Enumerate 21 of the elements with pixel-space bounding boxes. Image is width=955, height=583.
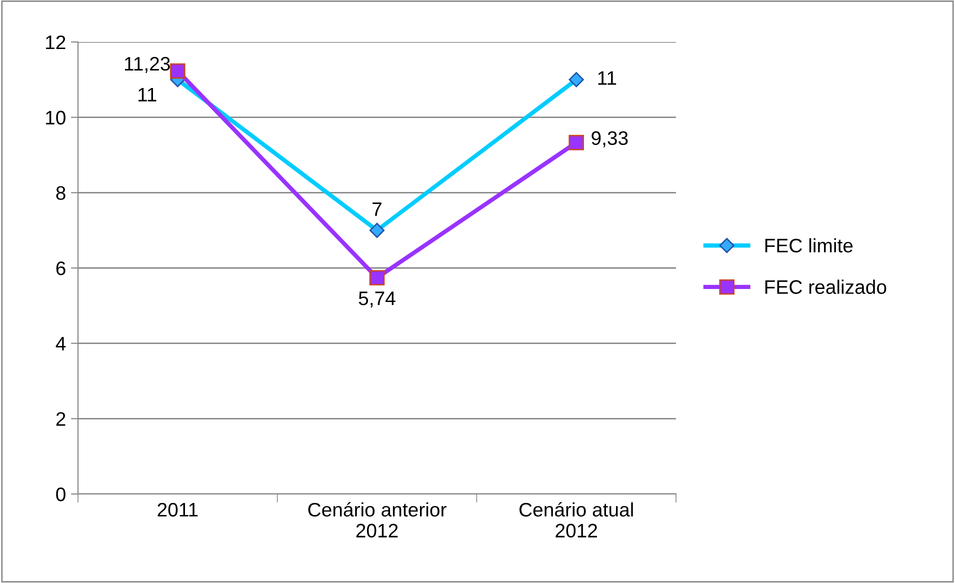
y-tick-label: 4: [56, 337, 66, 350]
y-tick-label: 10: [46, 110, 66, 125]
point: [568, 134, 584, 150]
point: [369, 270, 385, 286]
y-tick-label: 0: [56, 487, 66, 502]
data-label: 11,23: [124, 56, 170, 73]
y-tick-label: 6: [56, 261, 66, 276]
data-label: 11: [598, 71, 616, 85]
data-label: 7: [372, 202, 382, 216]
legend-label: FEC realizado: [765, 280, 886, 294]
legend-label: FEC limite: [765, 238, 853, 252]
x-tick-label: Cenário atual 2012: [519, 502, 633, 538]
x-tick-label: 2011: [158, 502, 198, 517]
y-tick-label: 8: [56, 186, 66, 200]
x-tick-label: Cenário anterior 2012: [308, 502, 446, 538]
data-label: 9,33: [592, 131, 628, 148]
data-label: 11: [138, 88, 156, 102]
y-tick-label: 2: [56, 412, 66, 426]
y-tick-label: 12: [46, 35, 66, 50]
data-label: 5,74: [358, 292, 396, 308]
point: [170, 63, 186, 79]
